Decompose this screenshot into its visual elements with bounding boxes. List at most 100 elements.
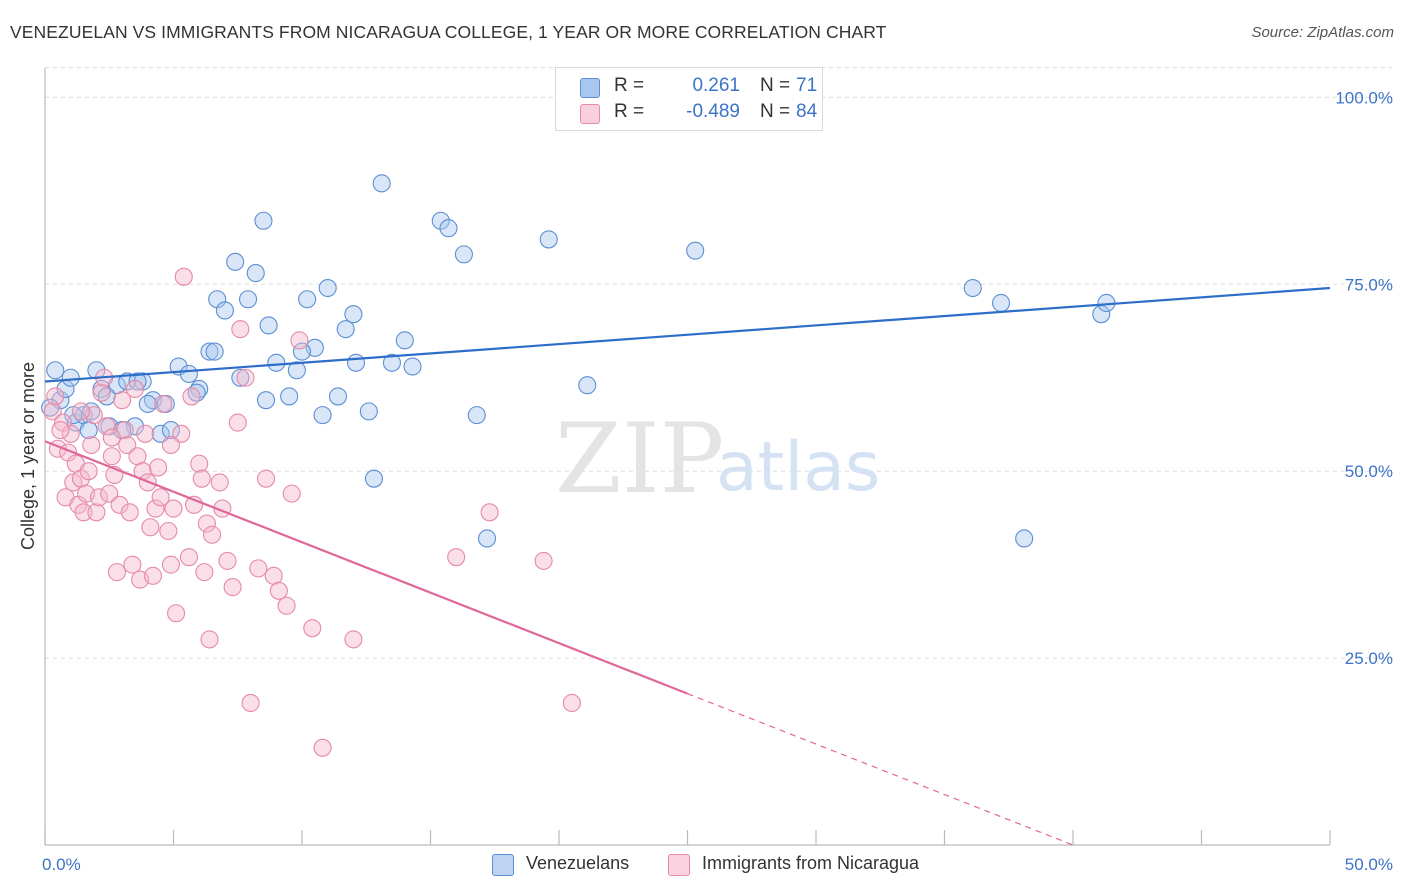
point-venezuelans [205,342,224,361]
point-venezuelans [344,305,363,324]
point-venezuelans [686,241,705,260]
point-venezuelans [372,174,391,193]
point-nicaragua [118,435,137,455]
point-venezuelans [467,406,486,425]
trend-lines [44,286,1331,846]
watermark-zip: ZIP [555,403,724,515]
legend-swatch-blue [580,78,600,98]
legend-r-label: R = [614,101,645,122]
point-venezuelans [118,372,137,391]
point-venezuelans [963,278,982,298]
point-nicaragua [562,693,581,713]
point-nicaragua [190,454,209,473]
point-venezuelans [267,353,286,372]
point-venezuelans [364,469,384,488]
chart-title: VENEZUELAN VS IMMIGRANTS FROM NICARAGUA … [10,22,887,42]
point-nicaragua [87,503,106,522]
x-tick-label: 0.0% [42,855,81,874]
point-nicaragua [192,469,211,488]
legend-n-label: N = [760,75,791,96]
point-nicaragua [344,630,363,649]
point-venezuelans [328,387,348,406]
point-venezuelans [259,316,278,335]
point-nicaragua [164,499,183,518]
point-nicaragua [174,267,193,286]
point-nicaragua [43,402,62,421]
point-venezuelans [231,368,250,387]
chart-source: Source: ZipAtlas.com [1251,24,1394,41]
point-nicaragua [228,413,247,432]
point-nicaragua [151,488,170,507]
point-venezuelans [138,394,157,413]
point-venezuelans [46,361,65,380]
y-tick-label: 25.0% [1345,649,1393,668]
point-nicaragua [89,488,109,507]
point-nicaragua [534,551,553,570]
legend-r-label: R = [614,75,645,96]
point-nicaragua [51,421,70,440]
legend-swatch-pink [580,104,600,124]
point-nicaragua [269,581,288,600]
gridlines [45,66,1392,659]
stats-legend: R = 0.261 N = 71 R = -0.489 N = 84 [555,67,823,131]
legend-n-value: 84 [796,101,818,122]
point-nicaragua [71,402,91,421]
point-nicaragua [200,630,219,649]
point-nicaragua [290,331,309,350]
point-nicaragua [141,518,160,537]
point-venezuelans [431,211,450,230]
x-tick-label: 50.0% [1345,855,1393,874]
point-venezuelans [226,252,245,271]
bottom-legend-label: Venezuelans [526,853,630,873]
point-venezuelans [215,301,234,320]
trend-line-nicaragua [44,440,688,695]
y-tick-label: 75.0% [1345,275,1393,294]
point-venezuelans [179,364,198,384]
point-venezuelans [454,245,473,264]
point-nicaragua [100,484,119,503]
point-nicaragua [447,548,466,567]
point-nicaragua [195,563,214,582]
point-nicaragua [236,368,255,387]
point-venezuelans [359,402,378,421]
point-nicaragua [143,566,162,585]
point-venezuelans [382,353,402,372]
point-venezuelans [539,230,558,249]
point-nicaragua [172,424,191,443]
point-nicaragua [97,417,116,436]
point-venezuelans [991,293,1011,313]
tick-labels: 25.0% 50.0% 75.0% 100.0% 0.0% 50.0% [42,88,1393,874]
point-nicaragua [92,383,111,402]
point-nicaragua [146,499,165,518]
point-nicaragua [149,458,168,477]
point-venezuelans [61,368,80,387]
point-venezuelans [477,529,497,548]
point-venezuelans [403,357,422,376]
point-nicaragua [241,693,260,713]
point-venezuelans [1015,529,1034,548]
point-nicaragua [203,525,222,544]
point-nicaragua [46,387,65,406]
point-venezuelans [292,342,312,361]
point-nicaragua [179,548,198,567]
point-nicaragua [182,387,201,406]
point-nicaragua [313,738,332,757]
point-nicaragua [223,578,242,597]
point-venezuelans [287,361,306,380]
legend-n-label: N = [760,101,791,122]
point-nicaragua [102,428,121,447]
point-venezuelans [151,424,170,443]
point-venezuelans [298,290,317,309]
point-nicaragua [61,424,80,443]
point-nicaragua [167,604,186,623]
point-nicaragua [120,503,139,522]
point-nicaragua [480,503,499,522]
point-nicaragua [231,320,250,339]
point-venezuelans [313,406,332,425]
point-nicaragua [218,551,237,570]
legend-n-value: 71 [796,75,818,96]
point-venezuelans [238,290,258,309]
trend-line-venezuelans [44,286,1331,383]
point-nicaragua [249,559,268,578]
